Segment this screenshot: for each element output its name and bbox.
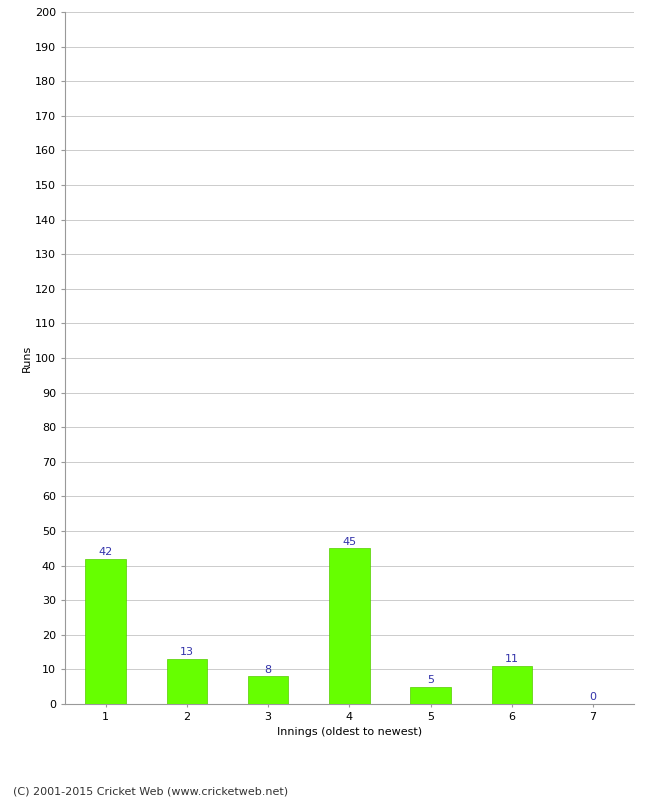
Text: 45: 45	[343, 537, 356, 546]
Bar	[248, 676, 289, 704]
Bar	[329, 548, 370, 704]
Bar	[85, 558, 126, 704]
Text: 5: 5	[427, 675, 434, 685]
Bar	[166, 659, 207, 704]
Text: 42: 42	[99, 547, 112, 557]
Text: 13: 13	[180, 647, 194, 658]
Text: 11: 11	[505, 654, 519, 664]
Text: 8: 8	[265, 665, 272, 674]
Text: (C) 2001-2015 Cricket Web (www.cricketweb.net): (C) 2001-2015 Cricket Web (www.cricketwe…	[13, 786, 288, 796]
X-axis label: Innings (oldest to newest): Innings (oldest to newest)	[277, 727, 422, 737]
Bar	[410, 686, 451, 704]
Text: 0: 0	[590, 692, 597, 702]
Bar	[491, 666, 532, 704]
Y-axis label: Runs: Runs	[22, 344, 32, 372]
